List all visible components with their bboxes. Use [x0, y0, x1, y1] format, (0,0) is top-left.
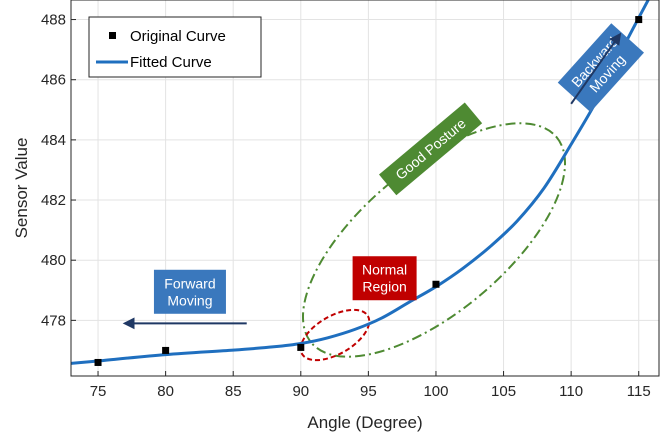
original-curve-point — [635, 16, 643, 24]
legend-box — [88, 16, 262, 78]
legend: Original Curve Fitted Curve — [88, 16, 262, 78]
y-tick-label: 482 — [41, 192, 66, 209]
y-tick-label: 480 — [41, 252, 66, 269]
x-tick-label: 115 — [627, 383, 651, 400]
x-tick-label: 80 — [157, 383, 174, 400]
chart-marks — [71, 0, 650, 366]
tick-labels: 75 80 85 90 95 100 105 110 115 478 480 482 484 486 488 — [41, 12, 651, 400]
x-tick-label: 100 — [423, 383, 448, 400]
annotation-box — [378, 102, 483, 196]
x-tick-label: 85 — [225, 383, 242, 400]
original-curve-point — [432, 280, 440, 288]
annotation-text: Region — [362, 279, 406, 295]
annotation-arrow — [570, 32, 622, 105]
annotation-text: Forward — [164, 275, 215, 291]
annotation-text: Moving — [167, 292, 212, 308]
annotation-box — [153, 269, 226, 314]
x-axis-label: Angle (Degree) — [307, 413, 422, 432]
x-tick-label: 90 — [292, 383, 309, 400]
x-tick-label: 95 — [360, 383, 377, 400]
annotation-box — [352, 256, 417, 301]
plot-frame — [70, 0, 660, 377]
y-axis-label: Sensor Value — [12, 138, 31, 239]
y-tick-label: 484 — [41, 132, 66, 149]
fitted-curve-line — [71, 0, 650, 365]
x-tick-label: 105 — [491, 383, 516, 400]
x-tick-label: 110 — [559, 383, 583, 400]
annotation-text: Normal — [362, 262, 407, 278]
legend-entry-original: Original Curve — [130, 28, 226, 45]
y-tick-label: 486 — [41, 72, 66, 89]
legend-marker-original — [109, 32, 116, 39]
legend-entry-fitted: Fitted Curve — [130, 54, 212, 71]
original-curve-point — [162, 346, 170, 354]
x-tick-label: 75 — [90, 383, 107, 400]
annotation-box — [557, 23, 644, 113]
y-tick-label: 488 — [41, 12, 66, 29]
y-tick-label: 478 — [41, 312, 66, 329]
original-curve-point — [94, 358, 102, 366]
original-curve-point — [297, 343, 305, 351]
normal-region — [299, 308, 371, 362]
